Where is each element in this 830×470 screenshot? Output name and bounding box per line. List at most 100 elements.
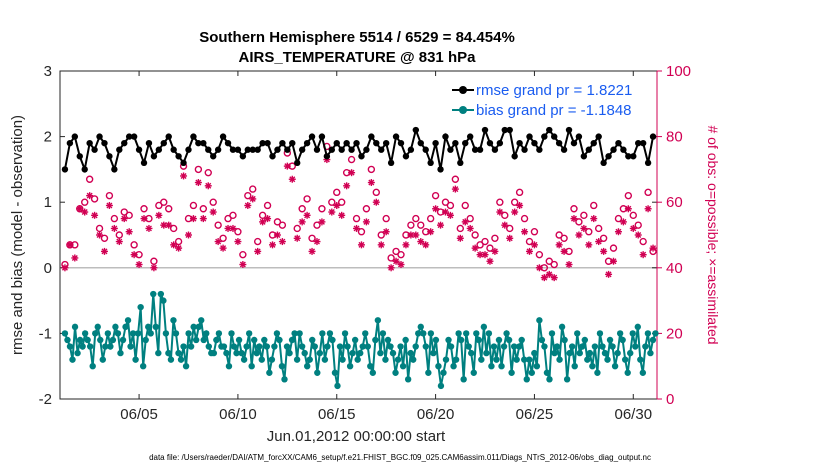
obs-assimilated-marker [619,218,627,226]
obs-possible-marker [594,224,603,233]
bias-point [437,382,445,390]
obs-possible-marker [570,205,578,213]
rmse-point [496,139,504,147]
bias-point [66,343,74,350]
asterisk-stroke [279,238,286,245]
rmse-point [190,133,197,140]
bias-point [213,336,220,344]
rmse-point [422,146,429,153]
asterisk-stroke [165,222,172,229]
bias-point [389,349,397,357]
rmse-point [180,159,187,167]
asterisk-stroke [402,241,409,248]
asterisk-stroke [531,241,538,248]
obs-assimilated-marker [387,264,395,272]
bias-point [112,323,119,331]
y-tick-label: 0 [44,260,52,277]
bias-point [192,336,200,344]
asterisk-stroke [264,215,271,222]
rmse-point [373,139,380,147]
rmse-point [639,139,647,147]
obs-possible-marker [644,188,652,197]
obs-assimilated-marker [417,238,425,246]
bias-point [450,363,457,370]
bias-point [634,323,641,331]
rmse-point [76,153,83,160]
obs-assimilated-marker [264,215,272,223]
bias-point [495,336,503,344]
bias-point [94,323,101,331]
asterisk-stroke [244,202,251,209]
obs-possible-marker [333,188,341,197]
asterisk-stroke [511,209,518,216]
rmse-point [200,139,207,147]
bias-point [513,356,520,363]
obs-assimilated-marker [525,247,533,255]
bias-point [286,349,293,357]
obs-count-markers [61,142,657,282]
bias-point [203,330,210,337]
bias-point [187,343,195,350]
rmse-point [279,139,286,147]
bias-point [538,336,546,344]
rmse-point [66,139,74,147]
asterisk-stroke [501,222,508,229]
rmse-point [471,146,479,153]
asterisk-stroke [274,232,281,238]
asterisk-stroke [590,215,597,222]
asterisk-stroke [398,261,404,268]
bias-point [460,376,467,383]
obs-possible-marker [105,191,114,200]
obs-assimilated-marker [412,231,420,239]
y-tick-label: 3 [44,63,52,80]
asterisk-stroke [373,199,380,206]
obs-possible-marker [224,214,232,223]
bias-point [475,336,483,344]
obs-assimilated-marker [422,241,430,249]
obs-assimilated-marker [392,257,400,265]
obs-possible-marker [140,205,148,213]
asterisk-stroke [546,271,553,278]
obs-assimilated-marker [362,218,370,226]
bias-point [298,343,306,350]
rmse-point [121,139,128,147]
bias-point [127,343,134,350]
bias-point [369,369,377,376]
bias-point [271,343,278,350]
asterisk-stroke [299,218,306,225]
obs-possible-marker [120,208,128,216]
bias-point [478,356,485,363]
bias-point [473,330,480,337]
bias-point [331,369,339,376]
bias-point [632,343,639,350]
asterisk-stroke [313,238,320,245]
rmse-point [249,146,256,153]
bias-point [500,343,508,350]
asterisk-stroke [239,261,246,268]
rmse-point [323,153,331,160]
legend-marker-bias [459,106,467,114]
rmse-point [397,139,405,147]
bias-point [480,323,488,331]
bias-point [584,356,591,363]
bias-point [258,356,265,363]
obs-possible-marker [417,221,425,229]
obs-assimilated-marker [105,201,113,209]
rmse-point [521,146,528,153]
asterisk-stroke [249,195,256,202]
rmse-point [610,146,617,153]
bias-point [548,330,556,337]
y-right-tick-label: 0 [666,391,674,408]
asterisk-stroke [304,212,311,219]
bias-point [251,336,258,344]
rmse-point [358,153,365,160]
asterisk-stroke [452,186,459,193]
obs-possible-marker [169,224,178,233]
asterisk-stroke [363,218,370,225]
obs-assimilated-marker [313,238,321,246]
obs-possible-marker [590,201,598,210]
bias-point [591,343,599,350]
bias-point [488,363,495,370]
bias-point [652,330,659,337]
obs-assimilated-marker [135,261,143,269]
